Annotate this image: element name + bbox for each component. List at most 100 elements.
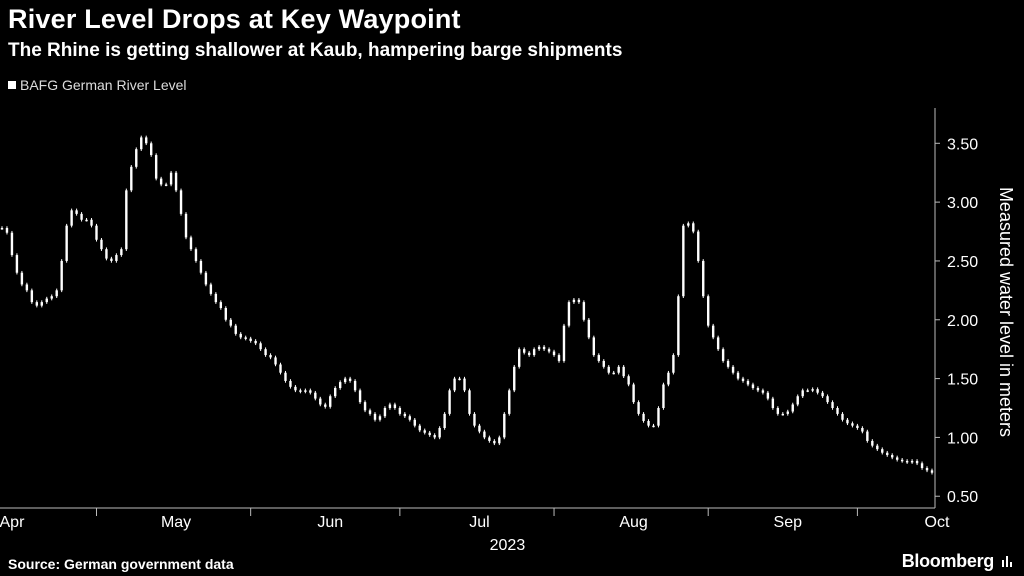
data-candle (806, 390, 809, 392)
data-candle (334, 388, 337, 397)
data-candle (209, 284, 213, 294)
data-candle (448, 390, 451, 414)
data-candle (582, 302, 586, 320)
data-candle (627, 376, 630, 385)
data-candle (294, 386, 297, 391)
data-candle (488, 437, 491, 441)
x-tick-label: Sep (774, 514, 803, 531)
data-candle (811, 389, 814, 391)
data-candle (602, 360, 605, 367)
data-candle (697, 231, 700, 261)
data-candle (836, 408, 839, 414)
data-candle (910, 460, 914, 463)
x-axis-ticks: Apr May Jun Jul Aug Sep Oct (0, 508, 950, 531)
data-candle (895, 457, 899, 460)
data-candle (567, 302, 571, 326)
data-candle (925, 468, 929, 471)
data-candle (164, 184, 168, 186)
data-candle (393, 404, 397, 408)
data-candle (428, 432, 431, 436)
data-candle (140, 137, 143, 150)
data-candle (329, 396, 332, 407)
data-candle (45, 298, 48, 303)
data-candle (184, 213, 188, 238)
data-candle (25, 284, 29, 291)
data-candle (612, 372, 615, 375)
data-candle (572, 299, 576, 303)
data-candle (174, 172, 178, 191)
data-candle (234, 325, 237, 334)
data-candle (204, 272, 208, 285)
data-candle (100, 239, 103, 250)
data-candle (542, 346, 546, 350)
data-candle (249, 338, 252, 341)
data-candle (478, 425, 481, 432)
data-candle (592, 337, 596, 356)
brand-logo: Bloomberg (901, 551, 995, 571)
data-candle (5, 228, 9, 233)
data-candle (473, 413, 476, 426)
data-candle (110, 258, 113, 261)
data-candle (647, 420, 650, 426)
data-candle (219, 302, 223, 308)
data-candle (597, 355, 600, 361)
data-candle (667, 372, 670, 385)
y-axis-ticks: 0.50 1.00 1.50 2.00 2.50 3.00 3.50 (935, 136, 978, 506)
data-candle (408, 416, 412, 420)
data-candle (239, 333, 242, 338)
data-candle (905, 460, 909, 463)
data-candle (751, 384, 755, 388)
data-candle (930, 470, 934, 473)
data-candle (915, 460, 919, 464)
data-candle (149, 143, 153, 156)
data-candle (398, 408, 402, 414)
data-candle (348, 378, 352, 381)
data-candle (746, 380, 750, 385)
data-candle (518, 349, 521, 367)
data-candle (716, 337, 720, 350)
y-tick-label: 2.00 (947, 313, 978, 330)
x-tick-label: Apr (0, 514, 25, 531)
y-tick-label: 0.50 (947, 489, 978, 506)
y-axis-label: Measured water level in meters (996, 187, 1016, 437)
data-candle (622, 366, 625, 377)
data-candle (368, 410, 372, 414)
data-candle (224, 308, 227, 320)
x-tick-label: Jul (469, 514, 489, 531)
data-candle (866, 431, 869, 441)
data-candle (343, 378, 347, 383)
data-candle (687, 223, 690, 226)
data-candle (75, 210, 78, 214)
data-candle (900, 459, 904, 462)
data-candle (871, 440, 874, 446)
data-candle (632, 384, 635, 403)
data-candle (508, 390, 511, 414)
y-tick-label: 1.50 (947, 372, 978, 389)
chart-subtitle: The Rhine is getting shallower at Kaub, … (8, 40, 623, 61)
y-tick-label: 1.00 (947, 430, 978, 447)
data-candle (130, 166, 133, 191)
data-candle (682, 225, 685, 297)
data-candle (851, 423, 854, 426)
data-candle (145, 137, 148, 144)
data-candle (776, 408, 780, 414)
x-axis-year-label: 2023 (490, 537, 526, 554)
data-candle (672, 355, 675, 373)
source-note: Source: German government data (8, 556, 234, 572)
data-candle (10, 232, 14, 256)
data-candle (771, 398, 775, 408)
data-candle (637, 402, 640, 414)
data-candle (468, 390, 471, 414)
data-candle (522, 349, 526, 353)
y-tick-label: 3.50 (947, 136, 978, 153)
data-candle (125, 190, 128, 250)
data-candle (781, 413, 785, 416)
data-candle (244, 337, 247, 339)
data-candle (786, 411, 789, 414)
data-candle (796, 396, 799, 405)
chart-title: River Level Drops at Key Waypoint (8, 4, 461, 34)
data-candle (65, 225, 68, 261)
data-candle (413, 419, 416, 426)
data-candle (577, 299, 581, 303)
bloomberg-chart-icon (1002, 556, 1012, 567)
